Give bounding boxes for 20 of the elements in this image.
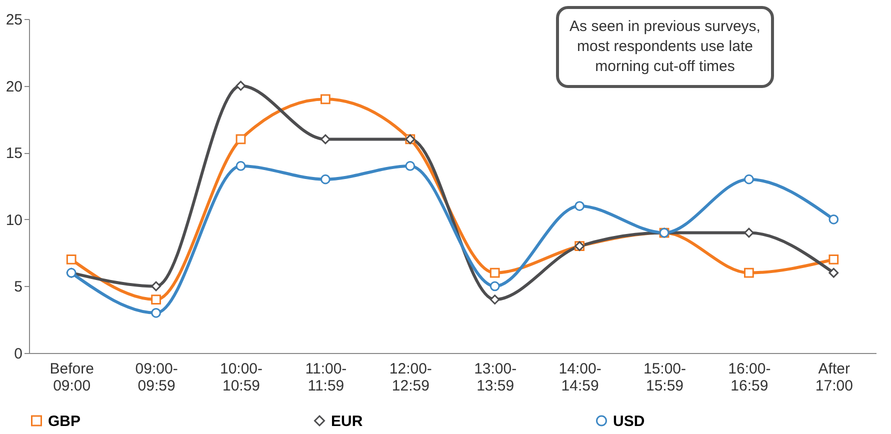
x-tick-label: 13:00-13:59 <box>474 360 517 394</box>
x-tick-label: 14:00-14:59 <box>558 360 602 394</box>
legend-label: USD <box>613 412 645 430</box>
note-box: As seen in previous surveys, most respondents use late morning cut-off times <box>556 6 774 88</box>
x-tick-label: 10:00-10:59 <box>220 360 263 394</box>
y-tick-label: 0 <box>14 346 22 362</box>
x-tick-label: Before 09:00 <box>50 360 94 394</box>
y-tick-label: 5 <box>14 278 22 296</box>
x-tick-label: 09:00-09:59 <box>135 360 178 394</box>
x-tick-label: 16:00-16:59 <box>728 360 771 394</box>
y-tick-label: 25 <box>6 12 22 28</box>
y-tick-label: 15 <box>6 145 22 162</box>
legend-label: EUR <box>331 412 363 430</box>
x-tick-label: 12:00-12:59 <box>389 360 432 394</box>
y-tick-label: 20 <box>6 78 22 96</box>
x-tick-label: 11:00-11:59 <box>305 360 347 394</box>
legend-label: GBP <box>48 412 81 430</box>
x-tick-label: After 17:00 <box>815 360 853 394</box>
y-tick-label: 10 <box>6 212 22 229</box>
x-tick-label: 15:00-15:59 <box>643 360 686 394</box>
